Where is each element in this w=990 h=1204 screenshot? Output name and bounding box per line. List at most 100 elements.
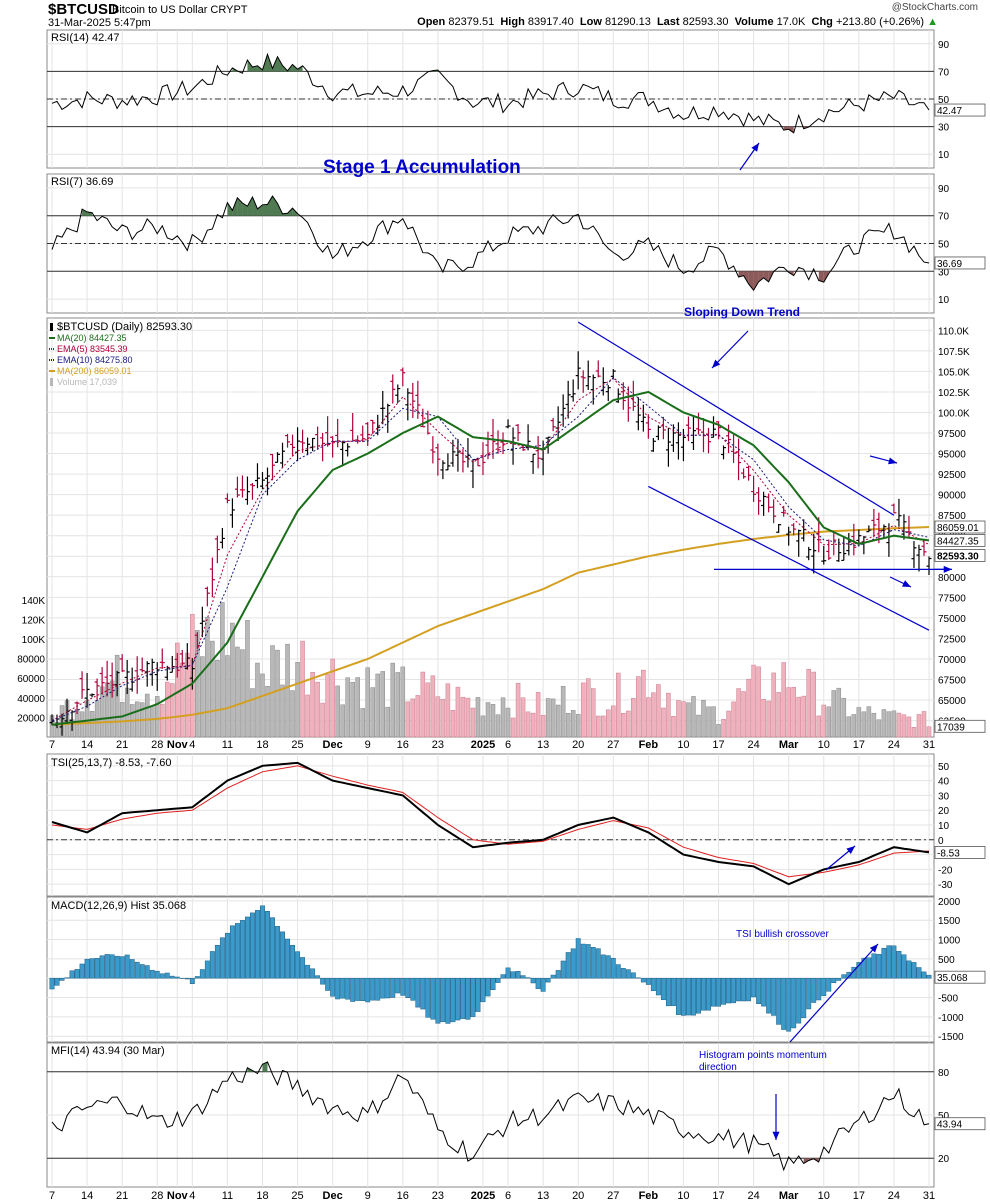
price-xtick-label: 14 [81, 739, 93, 751]
symbol-description: Bitcoin to US Dollar CRYPT [112, 4, 248, 16]
price-xtick-label: 25 [291, 739, 303, 751]
macd-histogram-bar [595, 948, 601, 979]
volume-bar [410, 698, 416, 738]
rsi7-oversold-fill [763, 271, 769, 282]
macd-histogram-bar [716, 977, 721, 1007]
macd-histogram-bar [164, 972, 170, 979]
mfi-legend: MFI(14) 43.94 (30 Mar) [51, 1045, 165, 1057]
macd-histogram-bar [430, 977, 436, 1020]
price-ytick-label: 65000 [938, 696, 966, 707]
macd-histogram-bar [89, 958, 95, 979]
volume-bar [535, 692, 541, 738]
macd-histogram-bar [365, 977, 371, 1003]
tsi-last-value-box [934, 846, 986, 859]
rsi14-oversold-fill [788, 126, 794, 133]
legend-swatch [50, 323, 53, 331]
volume-bar [305, 694, 310, 738]
volume-ytick-label: 60000 [17, 674, 45, 685]
macd-histogram-bar [184, 977, 190, 980]
macd-histogram-bar [846, 971, 852, 979]
macd-histogram-bar [901, 954, 907, 979]
volume-bar [149, 705, 155, 738]
macd-histogram-bar [560, 960, 566, 979]
volume-bar [891, 710, 897, 738]
price-xtick-label: 16 [397, 739, 409, 751]
macd-histogram-bar [836, 977, 842, 981]
mfi-xtick-label: 27 [607, 1190, 619, 1202]
mfi-xtick-label: Mar [779, 1190, 799, 1202]
price-panel [46, 317, 935, 738]
volume-ytick-label: 100K [22, 635, 46, 646]
macd-histogram-bar [665, 977, 671, 1007]
macd-histogram-bar [520, 975, 526, 979]
macd-histogram-bar [229, 925, 235, 979]
macd-histogram-bar [134, 961, 140, 979]
volume-ytick-label: 80000 [17, 655, 45, 666]
rsi7-oversold-fill [743, 271, 749, 284]
macd-histogram-bar [615, 964, 621, 979]
volume-bar [255, 662, 260, 738]
tsi-ytick-label: 50 [938, 762, 950, 773]
volume-bar [435, 696, 441, 738]
macd-histogram-bar [239, 920, 245, 979]
volume-bar [871, 712, 877, 738]
volume-ytick-label: 40000 [17, 694, 45, 705]
macd-histogram-bar [856, 962, 862, 979]
macd-histogram-bar [480, 977, 486, 1003]
tsi-signal-line [51, 765, 930, 878]
macd-histogram-bar [861, 957, 867, 979]
volume-bar [881, 709, 887, 738]
macd-histogram-bar [345, 977, 351, 1000]
rsi7-overbought-fill [227, 202, 233, 216]
volume-bar [230, 622, 235, 738]
volume-ytick-label: 140K [22, 596, 46, 607]
macd-histogram-bar [94, 957, 100, 979]
volume-bar [330, 658, 335, 738]
rsi14-overbought-fill [247, 60, 253, 72]
macd-histogram-bar [781, 977, 787, 1030]
macd-histogram-bar [540, 977, 546, 992]
macd-histogram-bar [295, 951, 301, 979]
rsi14-legend: RSI(14) 42.47 [51, 32, 119, 44]
symbol-title: $BTCUSD [48, 1, 119, 18]
volume-bar [225, 655, 230, 738]
macd-histogram-bar [731, 977, 737, 1004]
volume-bar [570, 710, 576, 738]
macd-histogram-bar [400, 977, 406, 996]
macd-histogram-bar [776, 977, 782, 1025]
volume-bar [170, 683, 175, 738]
macd-histogram-bar [640, 977, 646, 983]
price-xtick-label: 24 [888, 739, 900, 751]
volume-bar [901, 714, 907, 738]
volume-bar [646, 697, 651, 738]
volume-bar [510, 717, 516, 738]
volume-bar [500, 697, 506, 738]
mfi-xtick-label: 14 [81, 1190, 93, 1202]
volume-bar [370, 687, 375, 738]
macd-histogram-bar [445, 977, 451, 1024]
volume-bar [235, 646, 240, 738]
ma200-line [51, 526, 930, 726]
volume-bar [144, 693, 150, 738]
volume-bar [300, 640, 305, 738]
macd-histogram-bar [335, 977, 341, 1000]
volume-bar [796, 696, 801, 738]
stockcharts-credit[interactable]: @StockCharts.com [891, 2, 978, 13]
volume-bar [846, 716, 852, 738]
volume-bar [265, 686, 270, 738]
rsi14-last-value-box [934, 103, 986, 117]
macd-histogram-bar [144, 965, 150, 979]
rsi7-overbought-fill [267, 196, 273, 216]
volume-bar [631, 698, 636, 738]
volume-bar [776, 692, 781, 738]
sloping-trend-annotation: Sloping Down Trend [684, 305, 800, 319]
rsi7-ytick-label: 30 [938, 267, 950, 278]
macd-ytick-label: 1500 [938, 916, 961, 927]
rsi7-line [51, 195, 930, 292]
volume-bar [275, 649, 280, 738]
macd-histogram-bar [74, 969, 80, 979]
volume-bar [671, 715, 676, 738]
price-legend-item: EMA(5) 83545.39 [57, 344, 128, 354]
macd-histogram-bar [831, 977, 837, 983]
